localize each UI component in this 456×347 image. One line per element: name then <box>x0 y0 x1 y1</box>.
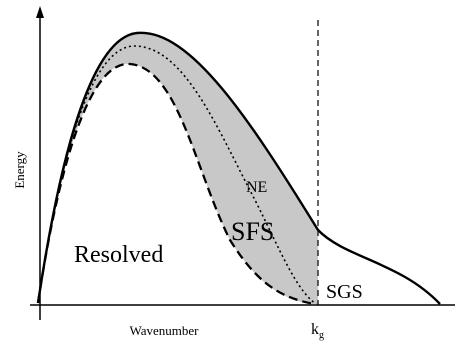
region-label-ne: NE <box>246 179 267 196</box>
x-axis-label: Wavenumber <box>130 323 200 338</box>
region-label-resolved: Resolved <box>74 242 163 268</box>
ne-boundary-curve <box>37 45 317 305</box>
region-label-sfs: SFS <box>231 217 274 246</box>
y-axis-label: Energy <box>12 151 27 189</box>
cutoff-label-subscript: g <box>319 330 324 341</box>
y-axis-arrow-icon <box>36 6 44 18</box>
sfs-shaded-region <box>38 32 318 304</box>
resolved-boundary-curve <box>36 62 316 306</box>
total-energy-curve <box>36 31 441 305</box>
cutoff-label: kg <box>311 321 324 341</box>
cutoff-label-main: k <box>311 321 319 338</box>
region-label-sgs: SGS <box>326 281 363 303</box>
